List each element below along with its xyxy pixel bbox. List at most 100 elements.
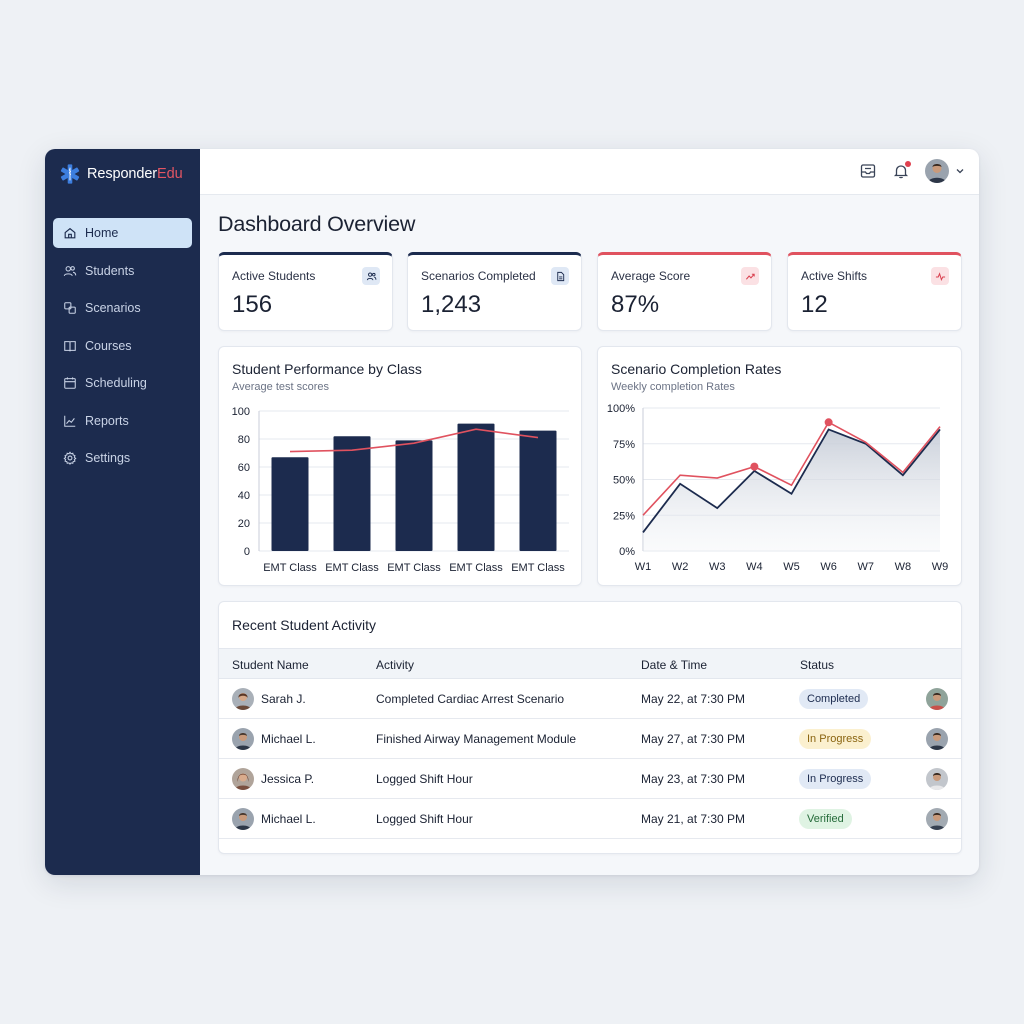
- brand-name-accent: Edu: [157, 166, 183, 182]
- x-tick-label: EMT Class: [263, 562, 317, 574]
- sidebar-item-label: Scenarios: [85, 301, 141, 315]
- kpi-value: 156: [232, 291, 273, 318]
- y-tick-label: 80: [238, 434, 250, 446]
- status-badge: Verified: [799, 809, 852, 829]
- avatar[interactable]: [926, 768, 948, 790]
- sidebar-item-label: Settings: [85, 451, 131, 465]
- completion-chart-card: Scenario Completion Rates Weekly complet…: [597, 346, 962, 586]
- x-tick-label: W4: [746, 561, 763, 573]
- student-name: Michael L.: [261, 812, 316, 826]
- app-window: ResponderEdu Home Students Scenarios Cou…: [45, 149, 979, 875]
- brand-name-main: Responder: [87, 166, 158, 182]
- y-tick-label: 50%: [613, 475, 635, 487]
- top-bar: [200, 149, 979, 195]
- activity-text: Finished Airway Management Module: [376, 732, 577, 746]
- y-tick-label: 40: [238, 490, 250, 502]
- kpi-card-average-score[interactable]: Average Score 87%: [597, 252, 772, 331]
- column-header-student-name[interactable]: Student Name: [232, 658, 309, 672]
- sidebar-item-home[interactable]: Home: [53, 218, 192, 248]
- activity-datetime: May 27, at 7:30 PM: [641, 732, 746, 746]
- x-tick-label: EMT Class: [387, 562, 441, 574]
- avatar: [232, 728, 254, 750]
- pulse-icon: [931, 267, 949, 285]
- student-name: Michael L.: [261, 732, 316, 746]
- kpi-card-scenarios-completed[interactable]: Scenarios Completed 1,243: [407, 252, 582, 331]
- chevron-down-icon[interactable]: [955, 166, 965, 176]
- sidebar-item-label: Reports: [85, 413, 129, 428]
- inbox-icon[interactable]: [859, 162, 877, 180]
- sidebar-item-scheduling[interactable]: Scheduling: [53, 368, 192, 398]
- column-header-date-time[interactable]: Date & Time: [641, 658, 708, 672]
- sidebar-item-courses[interactable]: Courses: [53, 331, 192, 361]
- completion-line-chart: 0% 25% 50% 75% 100% W1 W2 W3 W4 W5 W6 W7 W8 W9: [607, 403, 949, 573]
- sidebar-item-label: Scheduling: [85, 376, 147, 390]
- y-tick-label: 20: [238, 518, 250, 530]
- series-line-target: [642, 421, 941, 516]
- kpi-label: Active Shifts: [801, 269, 868, 283]
- users-icon: [362, 267, 380, 285]
- performance-chart-card: Student Performance by Class Average tes…: [218, 346, 582, 586]
- brand-name: ResponderEdu: [87, 166, 183, 182]
- activity-datetime: May 21, at 7:30 PM: [641, 812, 746, 826]
- activity-text: Logged Shift Hour: [376, 812, 473, 826]
- kpi-card-active-shifts[interactable]: Active Shifts 12: [787, 252, 962, 331]
- x-tick-label: W6: [820, 561, 837, 573]
- x-tick-label: W7: [858, 561, 875, 573]
- series-line-completion: [642, 428, 941, 533]
- x-tick-label: W9: [932, 561, 949, 573]
- kpi-label: Scenarios Completed: [421, 269, 536, 283]
- chart-subtitle: Average test scores: [232, 381, 330, 393]
- activity-text: Completed Cardiac Arrest Scenario: [376, 692, 565, 706]
- table-row[interactable]: Michael L. Logged Shift Hour May 21, at …: [219, 799, 961, 839]
- x-tick-label: EMT Class: [325, 562, 379, 574]
- avatar[interactable]: [926, 728, 948, 750]
- table-row[interactable]: Jessica P. Logged Shift Hour May 23, at …: [219, 759, 961, 799]
- data-point-marker: [750, 462, 759, 471]
- chart-title: Scenario Completion Rates: [611, 361, 782, 377]
- sidebar-item-scenarios[interactable]: Scenarios: [53, 293, 192, 323]
- y-tick-label: 100%: [607, 403, 635, 415]
- x-tick-label: W3: [709, 561, 726, 573]
- sidebar-item-students[interactable]: Students: [53, 256, 192, 286]
- avatar[interactable]: [926, 688, 948, 710]
- bar: [519, 430, 557, 551]
- notifications-button[interactable]: [892, 161, 911, 180]
- sidebar-nav: Home Students Scenarios Courses Scheduli…: [53, 218, 192, 481]
- area-fill: [643, 429, 940, 551]
- avatar: [232, 768, 254, 790]
- column-header-activity[interactable]: Activity: [376, 658, 415, 672]
- sidebar-item-settings[interactable]: Settings: [53, 443, 192, 473]
- page-title: Dashboard Overview: [218, 212, 416, 236]
- sidebar-item-label: Home: [85, 226, 119, 240]
- brand[interactable]: ResponderEdu: [59, 163, 183, 185]
- kpi-label: Average Score: [611, 269, 691, 283]
- status-badge: In Progress: [799, 769, 872, 789]
- activity-datetime: May 22, at 7:30 PM: [641, 692, 746, 706]
- x-tick-label: W1: [635, 561, 652, 573]
- chart-title: Student Performance by Class: [232, 361, 422, 377]
- sidebar: ResponderEdu Home Students Scenarios Cou…: [45, 149, 200, 875]
- table-row[interactable]: Michael L. Finished Airway Management Mo…: [219, 719, 961, 759]
- book-icon: [64, 340, 76, 351]
- activity-datetime: May 23, at 7:30 PM: [641, 772, 746, 786]
- kpi-card-active-students[interactable]: Active Students 156: [218, 252, 393, 331]
- bar: [271, 457, 309, 551]
- table-row[interactable]: Sarah J. Completed Cardiac Arrest Scenar…: [219, 679, 961, 719]
- sidebar-item-reports[interactable]: Reports: [53, 406, 192, 436]
- chart-line-icon: [64, 415, 76, 427]
- sidebar-item-label: Courses: [85, 338, 132, 353]
- column-header-status[interactable]: Status: [800, 658, 835, 672]
- avatar: [232, 808, 254, 830]
- recent-activity-card: Recent Student Activity Student Name Act…: [218, 601, 962, 854]
- status-badge: In Progress: [799, 729, 872, 749]
- performance-bar-chart: 0 20 40 60 80 100 EMT Class EMT Class EMT Class E…: [232, 406, 569, 574]
- x-tick-label: EMT Class: [511, 562, 565, 574]
- y-tick-label: 0%: [619, 546, 635, 558]
- user-avatar[interactable]: [925, 159, 949, 183]
- trend-up-icon: [741, 267, 759, 285]
- y-tick-label: 0: [244, 546, 250, 558]
- status-badge: Completed: [799, 689, 869, 709]
- avatar: [232, 688, 254, 710]
- avatar[interactable]: [926, 808, 948, 830]
- document-icon: [551, 267, 569, 285]
